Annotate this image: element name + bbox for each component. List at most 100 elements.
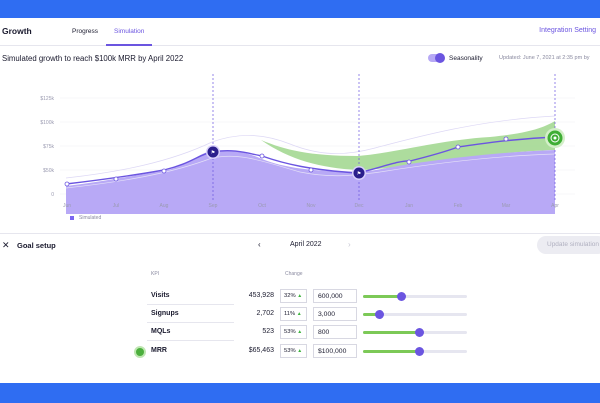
flag-marker-dec[interactable]: ⚑: [352, 166, 366, 180]
goal-input[interactable]: 800: [313, 325, 357, 339]
row-divider: [147, 340, 234, 341]
slider-handle[interactable]: [415, 328, 425, 337]
top-bar: Growth Progress Simulation Integration S…: [0, 18, 600, 46]
data-point[interactable]: [455, 144, 461, 150]
x-tick-label: Feb: [454, 203, 463, 209]
goal-setup-title: Goal setup: [17, 241, 56, 250]
x-tick-label: Oct: [258, 203, 266, 209]
toggle-knob: [435, 53, 445, 63]
flag-icon: ⚑: [211, 150, 215, 156]
y-tick-label: $50k: [43, 168, 54, 174]
kpi-row-mrr: MRR $65,463 53% ▲ $100,000: [0, 343, 600, 361]
app-window: Growth Progress Simulation Integration S…: [0, 18, 600, 383]
change-field[interactable]: 53% ▲: [280, 325, 307, 339]
y-tick-label: $125k: [40, 96, 54, 102]
upper-trend-line: [65, 115, 556, 179]
y-tick-label: $75k: [43, 144, 54, 150]
page-title: Growth: [2, 26, 32, 36]
row-divider: [147, 304, 234, 305]
x-tick-label: Jul: [113, 203, 119, 209]
slider-fill: [363, 295, 402, 298]
chart-header: Simulated growth to reach $100k MRR by A…: [0, 46, 600, 72]
x-tick-label: Apr: [551, 203, 559, 209]
kpi-row-mqls: MQLs 523 53% ▲ 800: [0, 324, 600, 342]
data-point[interactable]: [113, 176, 119, 182]
flag-icon: ⚑: [357, 171, 361, 177]
seasonality-toggle[interactable]: [428, 53, 445, 63]
kpi-name: Signups: [151, 310, 179, 317]
goal-slider[interactable]: [363, 347, 467, 356]
kpi-name: MQLs: [151, 328, 171, 335]
selected-month: April 2022: [290, 241, 322, 248]
x-tick-label: Mar: [502, 203, 511, 209]
seasonality-label: Seasonality: [449, 55, 483, 62]
data-point[interactable]: [503, 136, 509, 142]
tab-simulation[interactable]: Simulation: [114, 28, 145, 35]
prev-month-button[interactable]: ‹: [258, 240, 261, 249]
lower-trend-line: [65, 153, 556, 189]
background-top: [0, 0, 600, 18]
y-axis-labels: $125k $100k $75k $50k 0: [40, 96, 54, 198]
change-field[interactable]: 11% ▲: [280, 307, 307, 321]
kpi-value: 2,702: [256, 310, 274, 317]
row-divider: [147, 322, 234, 323]
change-value: 53%: [284, 329, 296, 335]
data-point[interactable]: [259, 153, 265, 159]
x-tick-label: Jan: [405, 203, 413, 209]
x-tick-label: Sep: [209, 203, 218, 209]
kpi-row-signups: Signups 2,702 11% ▲ 3,000: [0, 306, 600, 324]
goal-input[interactable]: $100,000: [313, 344, 357, 358]
x-tick-label: Dec: [355, 203, 364, 209]
background-bottom: [0, 383, 600, 403]
kpi-value: $65,463: [248, 347, 274, 354]
change-column-header: Change: [285, 271, 303, 277]
data-point[interactable]: [64, 181, 70, 187]
legend-label: Simulated: [79, 215, 102, 221]
slider-fill: [363, 350, 420, 353]
growth-chart: $125k $100k $75k $50k 0 ⚑: [40, 74, 575, 214]
change-field[interactable]: 32% ▲: [280, 289, 307, 303]
change-value: 32%: [284, 293, 296, 299]
data-point[interactable]: [161, 168, 167, 174]
tab-progress[interactable]: Progress: [72, 28, 99, 35]
x-tick-label: Nov: [307, 203, 316, 209]
goal-target-marker[interactable]: [545, 128, 565, 148]
updated-timestamp: Updated: June 7, 2021 at 2:35 pm by: [499, 55, 590, 61]
simulation-title: Simulated growth to reach $100k MRR by A…: [2, 54, 184, 63]
kpi-value: 453,928: [248, 292, 274, 299]
growth-area: [261, 121, 555, 170]
change-value: 53%: [284, 348, 296, 354]
kpi-value: 523: [262, 328, 274, 335]
x-tick-label: Jun: [63, 203, 71, 209]
data-point[interactable]: [308, 167, 314, 173]
slider-fill: [363, 313, 379, 316]
goal-slider[interactable]: [363, 292, 467, 301]
slider-handle[interactable]: [397, 292, 407, 301]
x-tick-label: Aug: [160, 203, 169, 209]
close-icon[interactable]: ✕: [2, 240, 10, 250]
goal-slider[interactable]: [363, 310, 467, 319]
change-value: 11%: [284, 311, 296, 317]
goal-slider[interactable]: [363, 328, 467, 337]
data-point[interactable]: [406, 159, 412, 165]
arrow-up-icon: ▲: [297, 329, 303, 335]
next-month-button[interactable]: ›: [348, 240, 351, 249]
update-simulation-button[interactable]: Update simulation: [537, 236, 600, 254]
arrow-up-icon: ▲: [297, 348, 303, 354]
arrow-up-icon: ▲: [297, 293, 303, 299]
goal-input[interactable]: 600,000: [313, 289, 357, 303]
change-field[interactable]: 53% ▲: [280, 344, 307, 358]
goal-input[interactable]: 3,000: [313, 307, 357, 321]
slider-handle[interactable]: [415, 347, 425, 356]
slider-fill: [363, 331, 420, 334]
data-points: [64, 136, 509, 187]
kpi-name: Visits: [151, 292, 170, 299]
y-tick-label: 0: [51, 192, 54, 198]
arrow-up-icon: ▲: [296, 311, 302, 317]
x-axis-labels: Jun Jul Aug Sep Oct Nov Dec Jan Feb Mar …: [63, 203, 559, 209]
integration-settings-link[interactable]: Integration Setting: [539, 27, 596, 34]
flag-marker-sep[interactable]: ⚑: [206, 145, 220, 159]
slider-handle[interactable]: [374, 310, 384, 319]
kpi-row-visits: Visits 453,928 32% ▲ 600,000: [0, 288, 600, 306]
goal-setup-bar: ✕ Goal setup ‹ April 2022 › Update simul…: [0, 233, 600, 257]
